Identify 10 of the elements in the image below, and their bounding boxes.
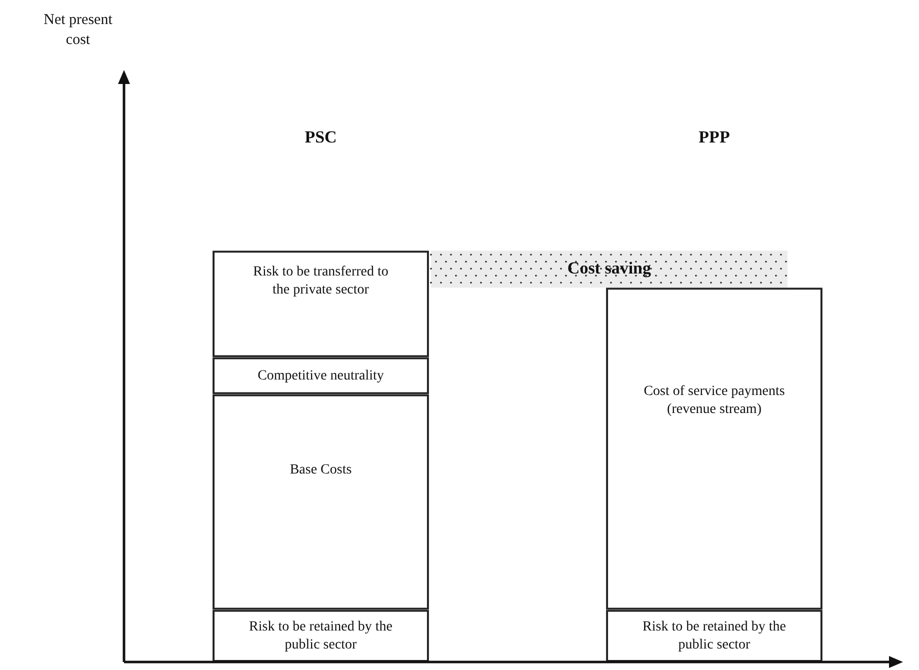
x-tick-label: PPP xyxy=(698,128,730,147)
series-label: Risk to be retained by the public sector xyxy=(249,620,392,653)
x-tick-label: PSC xyxy=(304,128,337,147)
band-label: Cost saving xyxy=(567,258,652,278)
series-label: Risk to be transferred to the private sector xyxy=(253,264,388,298)
series-label: Cost of service payments (revenue stream) xyxy=(644,384,785,418)
series-label: Competitive neutrality xyxy=(258,368,384,384)
text: Risk to be retained by the public sector xyxy=(642,620,786,653)
series-label: Base Costs xyxy=(290,462,352,478)
text: Net present cost xyxy=(44,12,114,48)
